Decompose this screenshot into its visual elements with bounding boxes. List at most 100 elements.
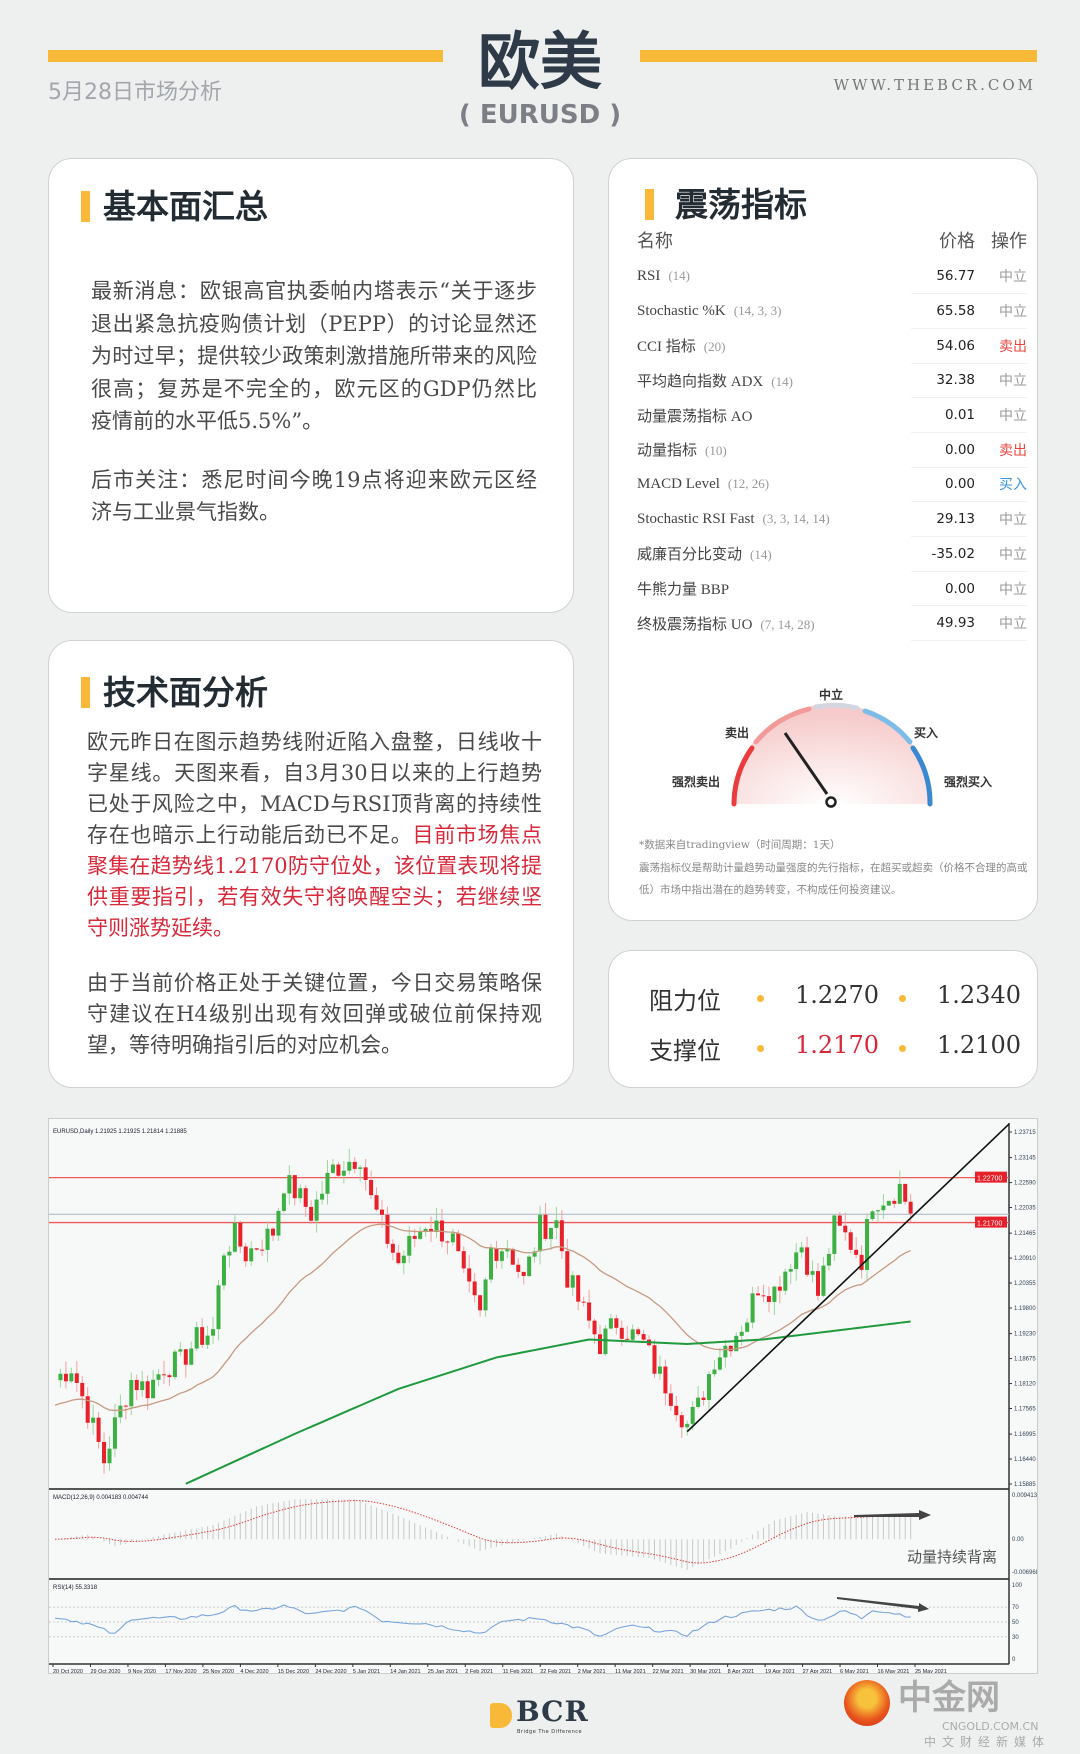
indicator-label: 牛熊力量 BBP	[637, 582, 730, 599]
candle	[102, 1441, 107, 1464]
indicator-value: 0.01	[911, 397, 975, 433]
price-chart: 1.22700 1.21700 1.23715 1.23145 1.22590 1.220…	[48, 1118, 1038, 1674]
technical-title: 技术面分析	[81, 673, 268, 713]
candle	[908, 1201, 913, 1214]
candle	[756, 1293, 761, 1296]
technical-analysis: 欧元昨日在图示趋势线附近陷入盘整，日线收十字星线。天图来看，自3月30日以来的上…	[87, 727, 542, 944]
candle	[472, 1281, 477, 1296]
price-tick-label: 1.23715	[1014, 1130, 1036, 1136]
gauge-fill	[732, 704, 932, 804]
candle	[674, 1405, 679, 1416]
macd-signal-line	[54, 1500, 911, 1564]
candle	[657, 1366, 662, 1374]
gauge-buy-arc	[862, 708, 913, 745]
page-subtitle: ( EURUSD )	[458, 100, 622, 130]
indicator-params: (14)	[668, 267, 691, 283]
technical-key-level-text: 目前市场焦点聚集在趋势线1.2170防守位处，该位置表现将提供重要指引，若有效失…	[87, 823, 542, 940]
candle	[271, 1228, 275, 1236]
header-bar-left	[48, 50, 443, 62]
price-tick-label: 1.19800	[1014, 1306, 1036, 1312]
site-url[interactable]: WWW.THEBCR.COM	[833, 76, 1036, 94]
technical-strategy: 由于当前价格正处于关键位置，今日交易策略保守建议在H4级别出现有效回弹或破位前保…	[87, 971, 542, 1057]
indicator-label: CCI 指标	[637, 339, 696, 356]
candle	[401, 1255, 406, 1264]
candle	[685, 1423, 690, 1428]
candle	[434, 1220, 439, 1232]
fundamentals-card: 基本面汇总 最新消息：欧银高官执委帕内塔表示“关于逐步退出紧急抗疫购债计划（PE…	[48, 158, 574, 613]
price-tick-label: 1.23145	[1014, 1156, 1036, 1162]
candle	[663, 1366, 668, 1394]
bullet	[757, 1045, 764, 1052]
moving-average-slow	[185, 1320, 911, 1485]
time-tick-label: 15 Dec 2020	[278, 1669, 309, 1673]
support-2: 1.2100	[937, 1031, 1021, 1059]
candle	[74, 1373, 79, 1383]
gauge-strong-sell-arc	[731, 745, 755, 807]
resistance-2: 1.2340	[937, 981, 1021, 1009]
time-tick-label: 24 Dec 2020	[315, 1669, 346, 1673]
candle	[418, 1231, 423, 1239]
technical-text: 欧元昨日在图示趋势线附近陷入盘整，日线收十字星线。天图来看，自3月30日以来的上…	[87, 730, 542, 847]
cngold-logo[interactable]: 中金网 CNGOLD.COM.CN 中文财经新媒体	[840, 1678, 1070, 1752]
indicator-value: 54.06	[911, 328, 975, 364]
indicator-action: 买入	[975, 467, 1027, 503]
indicator-name: 动量指标 (10)	[637, 432, 911, 467]
bcr-tagline: Bridge The Difference	[517, 1729, 583, 1735]
time-tick-label: 16 May 2021	[878, 1669, 910, 1673]
page-title: 欧美	[477, 25, 602, 98]
bcr-logo[interactable]: BCR Bridge The Difference	[490, 1696, 600, 1735]
candle	[63, 1373, 68, 1382]
candle	[717, 1357, 722, 1370]
indicator-label: 动量指标	[637, 443, 698, 460]
header-bar-right	[640, 50, 1037, 62]
col-price: 价格	[939, 231, 975, 251]
indicator-action: 中立	[975, 536, 1027, 572]
candle	[668, 1393, 673, 1406]
candle	[407, 1235, 412, 1256]
time-tick-label: 6 May 2021	[840, 1669, 869, 1673]
candle	[690, 1406, 695, 1424]
indicator-label: MACD Level	[637, 475, 720, 492]
time-tick-label: 20 Oct 2020	[53, 1669, 83, 1673]
candle	[58, 1373, 63, 1381]
rsi-tick-label: 70	[1012, 1605, 1019, 1611]
col-action: 操作	[991, 231, 1027, 251]
candle	[603, 1328, 608, 1355]
candle	[788, 1269, 793, 1272]
candle	[630, 1329, 635, 1340]
disclaimer: 震荡指标仪是帮助计量趋势动量强度的先行指标，在超买或超卖（价格不合理的高或低）市…	[639, 862, 1028, 896]
candle	[777, 1286, 782, 1291]
indicator-row: RSI (14) 56.77 中立	[637, 259, 1027, 295]
candle	[281, 1193, 286, 1211]
indicator-row: Stochastic %K (14, 3, 3) 65.58 中立	[637, 293, 1027, 329]
candle	[766, 1296, 771, 1302]
oscillator-gauge: 强烈卖出 卖出 中立 买入 强烈买入	[672, 687, 992, 808]
time-tick-label: 19 Apr 2021	[765, 1669, 795, 1673]
indicator-label: 威廉百分比变动	[637, 547, 743, 564]
candle	[478, 1295, 483, 1311]
candle	[696, 1397, 701, 1407]
indicator-label: 终极震荡指标 UO	[637, 616, 753, 633]
indicator-value: 29.13	[911, 501, 975, 537]
candle	[216, 1285, 221, 1330]
col-name: 名称	[637, 231, 673, 251]
candle	[881, 1205, 886, 1211]
candle	[505, 1248, 510, 1252]
candle	[739, 1331, 744, 1336]
candle	[712, 1369, 717, 1375]
technical-body: 欧元昨日在图示趋势线附近陷入盘整，日线收十字星线。天图来看，自3月30日以来的上…	[87, 727, 542, 1061]
gauge-strong-buy-arc	[910, 745, 933, 807]
rsi-tick-label: 100	[1012, 1583, 1023, 1589]
rsi-header: RSI(14) 55.3318	[53, 1585, 98, 1591]
candle	[636, 1329, 641, 1335]
resistance-label: 阻力位	[649, 987, 721, 1015]
gauge-pivot	[825, 796, 837, 808]
candle	[298, 1188, 303, 1199]
candle	[783, 1271, 788, 1291]
indicator-name: RSI (14)	[637, 259, 911, 294]
gauge-neutral-arc	[813, 702, 860, 711]
indicator-value: 32.38	[911, 363, 975, 399]
candle	[816, 1271, 820, 1296]
candle	[412, 1235, 417, 1239]
candle	[69, 1373, 74, 1382]
